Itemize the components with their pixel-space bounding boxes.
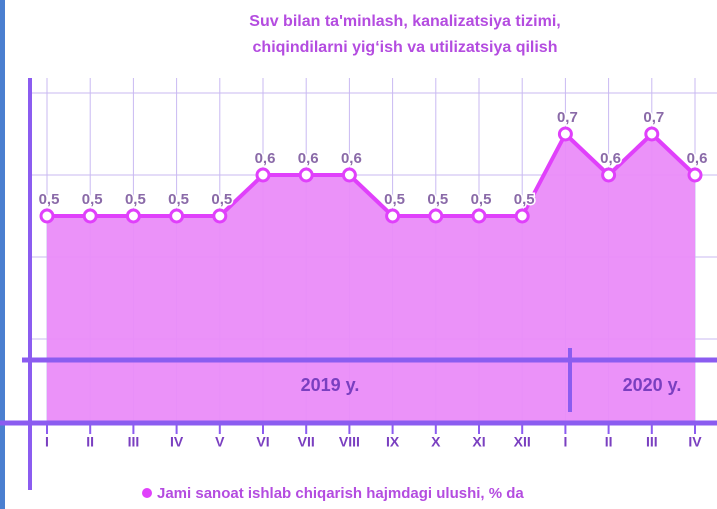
data-label: 0,7: [557, 109, 578, 126]
marker: [385, 208, 401, 224]
line: [47, 132, 697, 218]
legend-marker: [142, 488, 152, 498]
x-tick-label: VIII: [339, 434, 360, 450]
chart-title: Suv bilan ta'minlash, kanalizatsiya tizi…: [249, 13, 560, 30]
marker: [687, 167, 703, 183]
data-label: 0,5: [125, 191, 146, 208]
data-label: 0,5: [168, 191, 189, 208]
data-label: 0,5: [82, 191, 103, 208]
marker: [82, 208, 98, 224]
x-tick-label: VII: [298, 434, 315, 450]
data-label: 0,7: [643, 109, 664, 126]
marker: [428, 208, 444, 224]
marker: [557, 126, 573, 142]
x-tick-label: I: [563, 434, 567, 450]
data-label: 0,5: [471, 191, 492, 208]
area: [47, 134, 695, 421]
x-tick-label: IV: [688, 434, 702, 450]
year-label: 2019 y.: [301, 375, 360, 395]
left-border: [0, 0, 5, 509]
data-label: 0,5: [211, 191, 232, 208]
x-tick-label: XI: [472, 434, 485, 450]
plot: 0,5 0,5 0,5 0,5 0,5 0,6 0,6 0,6 0,5 0,5 0,5 0,5 0,7 0…: [0, 78, 717, 502]
x-tick-label: I: [45, 434, 49, 450]
marker: [341, 167, 357, 183]
data-label: 0,6: [687, 150, 708, 167]
x-tick-label: III: [128, 434, 140, 450]
x-tick-label: VI: [256, 434, 269, 450]
x-tick-label: IV: [170, 434, 184, 450]
x-tick-label: II: [86, 434, 94, 450]
data-label: 0,5: [384, 191, 405, 208]
x-tick-label: III: [646, 434, 658, 450]
chart-subtitle: chiqindilarni yig‘ish va utilizatsiya qi…: [253, 39, 558, 56]
data-label: 0,6: [255, 150, 276, 167]
marker: [255, 167, 271, 183]
data-label: 0,6: [298, 150, 319, 167]
data-label: 0,6: [600, 150, 621, 167]
marker: [125, 208, 141, 224]
x-tick-label: IX: [386, 434, 400, 450]
x-tick-label: XII: [514, 434, 531, 450]
marker: [212, 208, 228, 224]
marker: [39, 208, 55, 224]
year-label: 2020 y.: [623, 375, 682, 395]
marker: [601, 167, 617, 183]
data-label: 0,5: [427, 191, 448, 208]
x-tick-label: II: [605, 434, 613, 450]
marker: [514, 208, 530, 224]
x-tick-label: V: [215, 434, 225, 450]
marker: [298, 167, 314, 183]
marker: [644, 126, 660, 142]
legend-label: Jami sanoat ishlab chiqarish hajmdagi ul…: [157, 485, 524, 502]
data-label: 0,5: [39, 191, 60, 208]
marker: [169, 208, 185, 224]
data-label: 0,5: [514, 191, 535, 208]
x-tick-label: X: [431, 434, 441, 450]
marker: [471, 208, 487, 224]
data-label: 0,6: [341, 150, 362, 167]
